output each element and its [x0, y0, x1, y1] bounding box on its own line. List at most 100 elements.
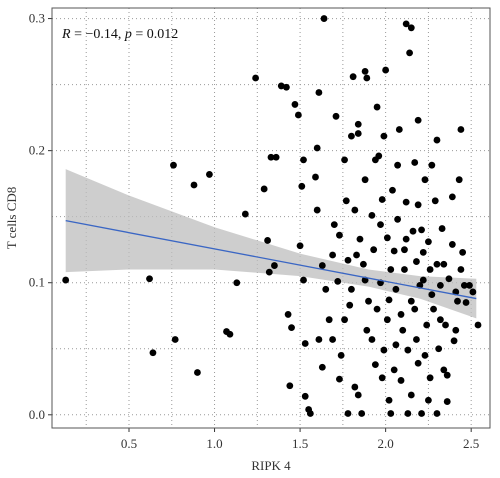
point — [296, 242, 304, 250]
point — [466, 281, 473, 289]
point — [387, 410, 395, 417]
point — [418, 410, 425, 417]
point — [389, 186, 396, 194]
point — [318, 262, 326, 269]
point — [342, 197, 350, 205]
point — [294, 111, 302, 119]
point — [460, 281, 468, 289]
point — [284, 311, 292, 318]
point — [440, 366, 448, 374]
point — [383, 234, 391, 242]
point — [440, 260, 448, 268]
x-tick-label: 1.5 — [292, 436, 308, 451]
point — [433, 410, 441, 417]
point — [146, 275, 153, 283]
point — [348, 285, 355, 293]
y-axis-label: T cells CD8 — [4, 187, 19, 250]
point — [402, 198, 410, 206]
annotation-part: p — [124, 27, 132, 42]
point — [313, 144, 321, 152]
point — [390, 366, 398, 374]
point — [286, 382, 294, 390]
confidence-band — [65, 169, 477, 319]
point — [361, 176, 369, 184]
point — [354, 120, 362, 128]
point — [194, 369, 201, 376]
point — [346, 301, 354, 309]
point — [452, 288, 460, 296]
point — [385, 396, 393, 404]
point — [411, 305, 419, 313]
point — [313, 206, 321, 214]
point — [399, 326, 407, 334]
point — [348, 132, 355, 140]
point — [264, 237, 271, 244]
point — [365, 297, 372, 305]
point — [354, 391, 362, 399]
point — [445, 275, 453, 283]
point — [448, 241, 456, 248]
x-tick-label: 1.0 — [206, 436, 222, 451]
point — [407, 297, 415, 305]
point — [306, 410, 314, 417]
point — [385, 296, 393, 304]
point — [395, 126, 403, 133]
point — [272, 153, 280, 161]
point — [341, 316, 348, 324]
x-tick-label: 2.5 — [463, 436, 479, 451]
point — [363, 326, 371, 334]
point — [435, 345, 443, 353]
point — [336, 375, 343, 383]
point — [390, 247, 398, 255]
point — [351, 383, 359, 391]
point — [354, 130, 362, 137]
point — [337, 351, 345, 359]
point — [252, 74, 260, 82]
point — [298, 182, 306, 190]
point — [436, 316, 444, 324]
y-tick-label: 0.1 — [29, 275, 45, 290]
point — [413, 258, 420, 265]
point — [282, 83, 290, 91]
point — [370, 246, 378, 254]
point — [406, 49, 413, 57]
y-tick-label: 0.3 — [29, 11, 45, 26]
point — [457, 266, 465, 273]
x-tick-label: 0.5 — [121, 436, 137, 451]
point — [387, 266, 395, 273]
point — [459, 248, 467, 256]
point — [291, 101, 299, 108]
point — [401, 266, 408, 273]
point — [428, 161, 436, 169]
annotation-part: = 0.012 — [132, 27, 178, 42]
point — [443, 371, 451, 379]
point — [260, 185, 268, 193]
point — [378, 196, 386, 203]
point — [233, 279, 241, 287]
point — [62, 276, 70, 284]
point — [404, 346, 412, 354]
point — [271, 262, 278, 269]
point — [450, 337, 458, 345]
point — [411, 159, 419, 166]
annotation-part: = −0.14, — [71, 27, 125, 42]
point — [380, 346, 388, 354]
point — [433, 260, 441, 268]
point — [373, 103, 381, 111]
point — [325, 316, 333, 324]
point — [373, 305, 381, 313]
point — [377, 221, 384, 229]
point — [394, 161, 402, 169]
point — [414, 201, 422, 209]
point — [300, 276, 307, 284]
point — [397, 377, 405, 384]
point — [431, 197, 439, 205]
point — [419, 248, 427, 256]
point — [149, 349, 157, 357]
plot-border — [51, 7, 491, 429]
point — [407, 391, 415, 399]
point — [267, 153, 275, 161]
point — [448, 193, 456, 201]
point — [455, 176, 463, 184]
point — [315, 89, 323, 96]
